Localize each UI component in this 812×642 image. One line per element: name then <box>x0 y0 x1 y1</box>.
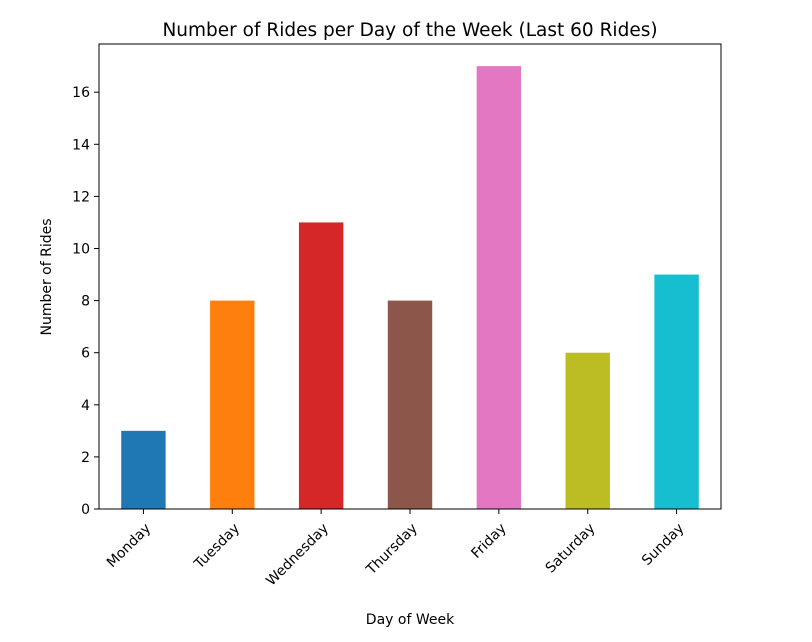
bar-monday <box>121 430 166 509</box>
y-tick-label: 4 <box>81 398 90 414</box>
x-axis-label: Day of Week <box>366 612 455 628</box>
x-tick-label: Sunday <box>639 521 687 569</box>
bar-tuesday <box>210 300 255 509</box>
x-tick-label: Thursday <box>363 521 421 579</box>
bar-saturday <box>565 352 610 509</box>
plot-frame <box>98 43 722 510</box>
y-tick-label: 2 <box>81 450 90 466</box>
x-tick-label: Wednesday <box>263 521 332 590</box>
y-tick-label: 8 <box>81 294 90 310</box>
x-tick-label: Saturday <box>543 521 599 577</box>
chart-title: Number of Rides per Day of the Week (Las… <box>162 20 657 41</box>
y-ticks-group: 0 2 4 6 8 10 12 14 16 <box>72 85 99 518</box>
x-tick-label: Tuesday <box>191 521 243 573</box>
bar-friday <box>476 66 522 509</box>
y-tick-label: 12 <box>72 189 90 205</box>
y-tick-label: 6 <box>81 346 90 362</box>
bar-wednesday <box>298 222 344 509</box>
y-tick-label: 0 <box>81 502 90 518</box>
bar-thursday <box>387 300 433 509</box>
y-tick-label: 16 <box>72 85 90 101</box>
x-tick-label: Monday <box>104 521 154 571</box>
x-ticks-group: Monday Tuesday Wednesday Thursday Friday Satu… <box>104 509 687 590</box>
y-tick-label: 10 <box>72 242 90 258</box>
y-tick-label: 14 <box>72 137 90 153</box>
bar-sunday <box>654 274 699 509</box>
bars-group <box>121 66 699 509</box>
x-tick-label: Friday <box>468 521 509 562</box>
y-axis-label: Number of Rides <box>39 218 55 335</box>
